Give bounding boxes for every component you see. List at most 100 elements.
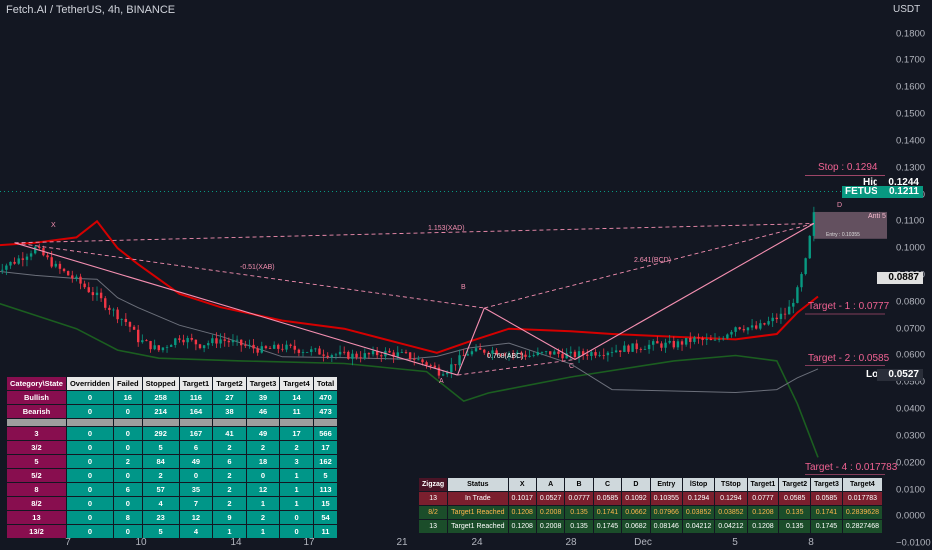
stats-value-cell: 4 bbox=[142, 497, 179, 510]
zigzag-value-cell: 0.2008 bbox=[536, 520, 565, 533]
candle-body bbox=[684, 337, 688, 345]
candle-body bbox=[631, 343, 634, 352]
candle-body bbox=[252, 344, 255, 349]
candle-body bbox=[808, 235, 811, 259]
zigzag-header-cell: Target3 bbox=[811, 478, 842, 491]
stats-value-cell: 292 bbox=[142, 427, 179, 440]
stats-header-cell: Target1 bbox=[179, 377, 213, 390]
zigzag-value-cell: 0.0662 bbox=[622, 506, 650, 519]
candle-body bbox=[643, 349, 647, 350]
candle-body bbox=[557, 351, 560, 354]
stats-value-cell: 1 bbox=[280, 469, 313, 482]
last-price-tag: 0.1211 bbox=[877, 185, 923, 198]
y-tick-label: 0.1100 bbox=[896, 215, 925, 227]
candle-body bbox=[5, 265, 8, 270]
zigzag-value-cell: 0.2827468 bbox=[842, 520, 882, 533]
lower-band-line bbox=[0, 302, 819, 458]
candle-body bbox=[516, 352, 519, 354]
candle-body bbox=[524, 354, 527, 357]
entry-label: Entry : 0.10355 bbox=[826, 232, 860, 238]
x-tick-label: Dec bbox=[634, 537, 652, 548]
stats-value-cell: 6 bbox=[113, 483, 142, 496]
pattern-stats-table: Category\State Overridden Failed Stopped Tar… bbox=[6, 376, 338, 539]
y-tick-label: 0.0100 bbox=[896, 484, 926, 496]
stats-value-cell: 49 bbox=[246, 427, 280, 440]
table-row: 5/2 0 0 2 0 2 0 1 5 bbox=[7, 469, 338, 482]
ratio-xab-label: -0.51(XAB) bbox=[240, 264, 275, 271]
pattern-ratio-BD bbox=[484, 223, 814, 309]
candle-body bbox=[676, 341, 680, 348]
zigzag-value-cell: 0.135 bbox=[565, 520, 593, 533]
zigzag-value-cell: In Trade bbox=[448, 492, 508, 505]
zigzag-value-cell: 0.0777 bbox=[747, 492, 779, 505]
stats-value-cell: 0 bbox=[66, 469, 113, 482]
candle-body bbox=[499, 354, 502, 356]
candle-body bbox=[413, 359, 416, 360]
stats-value-cell: 27 bbox=[213, 391, 246, 404]
stats-value-cell: 0 bbox=[113, 427, 142, 440]
candle-body bbox=[787, 306, 791, 315]
table-row: Bearish 0 0 214 164 38 46 11 473 bbox=[7, 405, 338, 418]
stats-value-cell: 0 bbox=[66, 525, 113, 538]
stats-header-cell: Overridden bbox=[66, 377, 113, 390]
pattern-leg-AB bbox=[456, 307, 485, 376]
candle-body bbox=[62, 268, 66, 272]
candle-body bbox=[54, 263, 57, 267]
x-tick-label: 7 bbox=[65, 537, 71, 548]
candle-body bbox=[474, 348, 478, 352]
stats-category-cell: 8 bbox=[7, 483, 66, 496]
zigzag-header-cell: X bbox=[508, 478, 536, 491]
candle-body bbox=[231, 340, 235, 343]
candle-body bbox=[606, 352, 610, 356]
candle-body bbox=[297, 349, 301, 353]
y-tick-label: 0.0300 bbox=[896, 430, 926, 442]
candle-body bbox=[709, 338, 713, 341]
stats-value-cell: 14 bbox=[280, 391, 313, 404]
stats-value-cell: 1 bbox=[246, 525, 280, 538]
candle-body bbox=[25, 256, 29, 260]
candle-body bbox=[586, 354, 589, 356]
candle-body bbox=[314, 348, 317, 350]
candle-body bbox=[590, 352, 593, 356]
candle-body bbox=[454, 364, 457, 366]
candle-body bbox=[569, 351, 572, 354]
y-tick-label: 0.0700 bbox=[896, 323, 926, 335]
stats-value-cell: 0 bbox=[280, 525, 313, 538]
candle-body bbox=[124, 318, 128, 323]
candle-body bbox=[9, 261, 12, 266]
stats-value-cell: 0 bbox=[66, 441, 113, 454]
zigzag-value-cell: 0.1294 bbox=[682, 492, 715, 505]
point-b-label: B bbox=[461, 284, 466, 291]
candle-body bbox=[194, 339, 198, 345]
zigzag-value-cell: 0.1745 bbox=[811, 520, 842, 533]
stats-value-cell: 46 bbox=[246, 405, 280, 418]
candle-body bbox=[285, 344, 288, 350]
candle-body bbox=[664, 342, 667, 348]
y-tick-label: 0.0000 bbox=[896, 510, 926, 522]
stats-value-cell: 41 bbox=[213, 427, 246, 440]
stats-value-cell: 16 bbox=[113, 391, 142, 404]
zigzag-value-cell: 0.2008 bbox=[536, 506, 565, 519]
candle-body bbox=[375, 350, 379, 356]
candle-body bbox=[755, 325, 758, 329]
stats-value-cell: 49 bbox=[179, 455, 213, 468]
pattern-leg-CD bbox=[574, 223, 815, 360]
candle-body bbox=[478, 348, 482, 350]
stats-value-cell: 5 bbox=[142, 525, 179, 538]
candle-body bbox=[750, 325, 754, 328]
candle-body bbox=[91, 292, 95, 296]
candle-body bbox=[783, 313, 787, 315]
candle-body bbox=[610, 352, 614, 354]
stats-value-cell: 0 bbox=[179, 469, 213, 482]
candle-body bbox=[178, 338, 181, 340]
candle-body bbox=[672, 340, 675, 348]
candle-body bbox=[495, 350, 498, 355]
candle-body bbox=[198, 344, 202, 349]
candle-body bbox=[219, 339, 222, 344]
candle-body bbox=[165, 346, 169, 348]
high-label: High bbox=[863, 176, 886, 188]
candle-body bbox=[437, 367, 441, 376]
candle-body bbox=[29, 253, 33, 257]
candle-body bbox=[388, 350, 391, 353]
